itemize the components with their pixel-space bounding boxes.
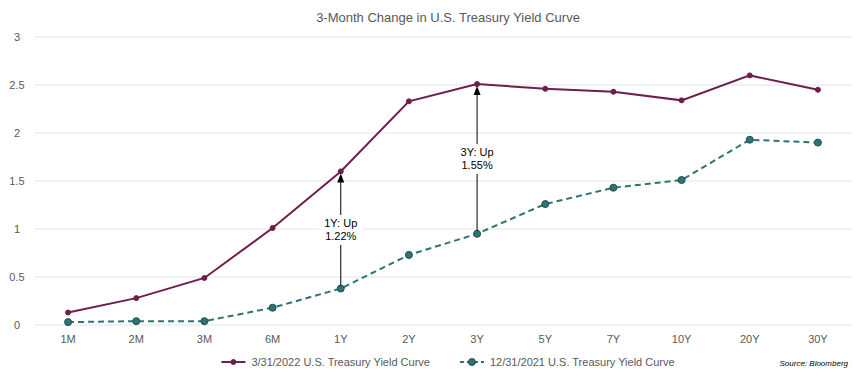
legend-label: 12/31/2021 U.S. Treasury Yield Curve xyxy=(490,356,675,368)
series-marker xyxy=(746,136,753,143)
x-tick-label: 10Y xyxy=(672,333,692,345)
series-marker xyxy=(338,169,343,174)
x-tick-label: 2M xyxy=(129,333,144,345)
y-tick-label: 2 xyxy=(14,127,20,139)
x-tick-label: 3Y xyxy=(470,333,484,345)
legend-marker xyxy=(231,360,236,365)
series-marker xyxy=(65,319,72,326)
series-marker xyxy=(611,89,616,94)
series-marker xyxy=(337,285,344,292)
series-marker xyxy=(474,230,481,237)
legend-marker xyxy=(468,359,475,366)
legend-label: 3/31/2022 U.S. Treasury Yield Curve xyxy=(251,356,430,368)
y-tick-label: 1 xyxy=(14,223,20,235)
annotation-text: 1.22% xyxy=(325,230,356,242)
annotation-box xyxy=(319,215,363,245)
series-marker xyxy=(269,304,276,311)
x-tick-label: 2Y xyxy=(402,333,416,345)
grid-line xyxy=(34,229,852,230)
series-marker xyxy=(201,318,208,325)
legend: 3/31/2022 U.S. Treasury Yield Curve 12/31… xyxy=(221,356,674,368)
y-tick-label: 0.5 xyxy=(9,271,24,283)
series-marker xyxy=(406,99,411,104)
y-tick-label: 2.5 xyxy=(9,79,24,91)
series-group xyxy=(68,75,818,322)
annotation-arrowhead xyxy=(474,86,481,95)
x-tick-label: 30Y xyxy=(808,333,828,345)
annotation-text: 1.55% xyxy=(461,159,492,171)
grid-line xyxy=(34,325,852,326)
series-marker xyxy=(542,201,549,208)
series-marker xyxy=(133,318,140,325)
x-tick-label: 1M xyxy=(60,333,75,345)
series-marker xyxy=(475,82,480,87)
series-marker xyxy=(747,73,752,78)
series-marker xyxy=(678,177,685,184)
series-line xyxy=(68,140,818,322)
y-tick-label: 0 xyxy=(14,319,20,331)
series-line xyxy=(68,75,818,312)
grid-line xyxy=(34,37,852,38)
series-marker xyxy=(543,86,548,91)
legend-item: 12/31/2021 U.S. Treasury Yield Curve xyxy=(460,356,675,368)
grid-line xyxy=(34,85,852,86)
x-tick-label: 1Y xyxy=(334,333,348,345)
grid-line xyxy=(34,277,852,278)
x-tick-label: 7Y xyxy=(607,333,621,345)
series-marker xyxy=(610,184,617,191)
series-marker xyxy=(202,275,207,280)
series-marker xyxy=(270,226,275,231)
title: 3-Month Change in U.S. Treasury Yield Cu… xyxy=(316,10,580,25)
y-tick-label: 3 xyxy=(14,31,20,43)
series-marker xyxy=(815,87,820,92)
series-marker xyxy=(134,296,139,301)
annotation-text: 3Y: Up xyxy=(461,146,494,158)
legend-item: 3/31/2022 U.S. Treasury Yield Curve xyxy=(221,356,430,368)
x-tick-label: 20Y xyxy=(740,333,760,345)
source: Source: Bloomberg xyxy=(780,359,849,368)
x-tick-label: 6M xyxy=(265,333,280,345)
series-marker xyxy=(814,139,821,146)
x-tick-label: 3M xyxy=(197,333,212,345)
background xyxy=(0,0,864,379)
series-marker xyxy=(66,310,71,315)
annotation-text: 1Y: Up xyxy=(324,217,357,229)
annotation-arrowhead xyxy=(337,173,344,182)
annotation-box xyxy=(455,144,499,174)
grid-line xyxy=(34,181,852,182)
x-tick-label: 5Y xyxy=(539,333,553,345)
y-tick-label: 1.5 xyxy=(9,175,24,187)
series-marker xyxy=(405,251,412,258)
series-marker xyxy=(679,98,684,103)
grid-line xyxy=(34,133,852,134)
